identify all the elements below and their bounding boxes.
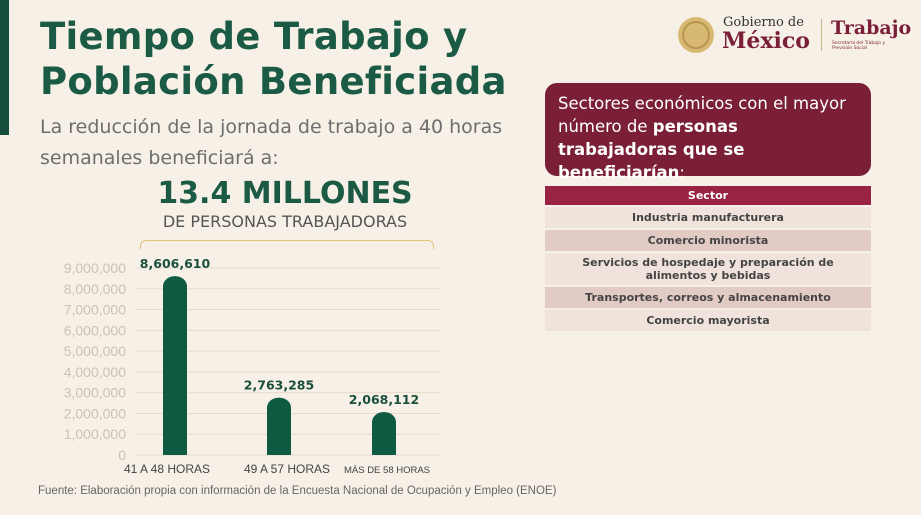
logo: Gobierno de México Trabajo Secretaría de…: [676, 14, 911, 56]
headline-value: 13.4 MILLONES: [157, 176, 413, 211]
table-row: Industria manufacturera: [545, 207, 871, 228]
y-tick-label: 7,000,000: [64, 302, 126, 318]
callout-text: Sectores económicos con el mayor número …: [558, 94, 846, 136]
title-line: Población Beneficiada: [40, 60, 507, 103]
logo-secretaria: Secretaría del Trabajo y Previsión Socia…: [832, 41, 886, 51]
intro-line: semanales beneficiará a:: [40, 147, 279, 169]
table-row: Comercio mayorista: [545, 310, 871, 331]
table-row: Servicios de hospedaje y preparación de …: [545, 253, 871, 285]
y-tick-label: 8,000,000: [64, 281, 126, 297]
data-label: 2,068,112: [349, 392, 419, 407]
callout-bold: personas trabajadoras que se beneficiarí…: [558, 117, 745, 182]
callout-colon: :: [679, 163, 685, 182]
data-label: 8,606,610: [140, 256, 211, 271]
bracket: [140, 240, 434, 249]
seal-icon: [678, 17, 714, 53]
y-tick-label: 0: [118, 447, 126, 463]
x-tick-label: 41 A 48 HORAS: [124, 462, 210, 476]
y-tick-label: 1,000,000: [64, 426, 126, 442]
intro-text: La reducción de la jornada de trabajo a …: [40, 112, 502, 174]
data-label: 2,763,285: [244, 378, 314, 393]
bar: [267, 397, 291, 455]
accent-strip: [0, 0, 9, 135]
table-row: Comercio minorista: [545, 230, 871, 251]
headline-sub: DE PERSONAS TRABAJADORAS: [162, 212, 408, 231]
y-tick-label: 3,000,000: [64, 385, 126, 401]
y-tick-label: 5,000,000: [64, 343, 126, 359]
x-tick-label: MÁS DE 58 HORAS: [344, 465, 430, 476]
sectors-callout: Sectores económicos con el mayor número …: [545, 83, 871, 182]
y-tick-label: 6,000,000: [64, 322, 126, 338]
y-tick-label: 4,000,000: [64, 364, 126, 380]
y-tick-label: 9,000,000: [64, 260, 126, 276]
bar: [163, 276, 187, 455]
table-row: Transportes, correos y almacenamiento: [545, 287, 871, 308]
logo-gobierno: Gobierno de: [723, 15, 804, 30]
sector-table: Sector Industria manufacturera Comercio …: [545, 186, 871, 333]
table-header: Sector: [545, 186, 871, 205]
bar: [372, 412, 396, 455]
intro-line: La reducción de la jornada de trabajo a …: [40, 116, 503, 138]
title-line: Tiempo de Trabajo y: [40, 15, 468, 58]
table-body: Industria manufacturera Comercio minoris…: [545, 207, 871, 331]
x-tick-label: 49 A 57 HORAS: [244, 462, 330, 476]
logo-mexico: México: [722, 28, 810, 54]
source-note: Fuente: Elaboración propia con informaci…: [38, 485, 557, 497]
bar-chart: 0 1,000,000 2,000,000 3,000,000 4,000,000 5,0…: [64, 256, 440, 476]
logo-divider: [821, 19, 822, 51]
logo-trabajo: Trabajo: [831, 17, 912, 39]
y-tick-label: 2,000,000: [64, 405, 126, 421]
page-title: Tiempo de Trabajo y Población Beneficiad…: [40, 14, 507, 104]
